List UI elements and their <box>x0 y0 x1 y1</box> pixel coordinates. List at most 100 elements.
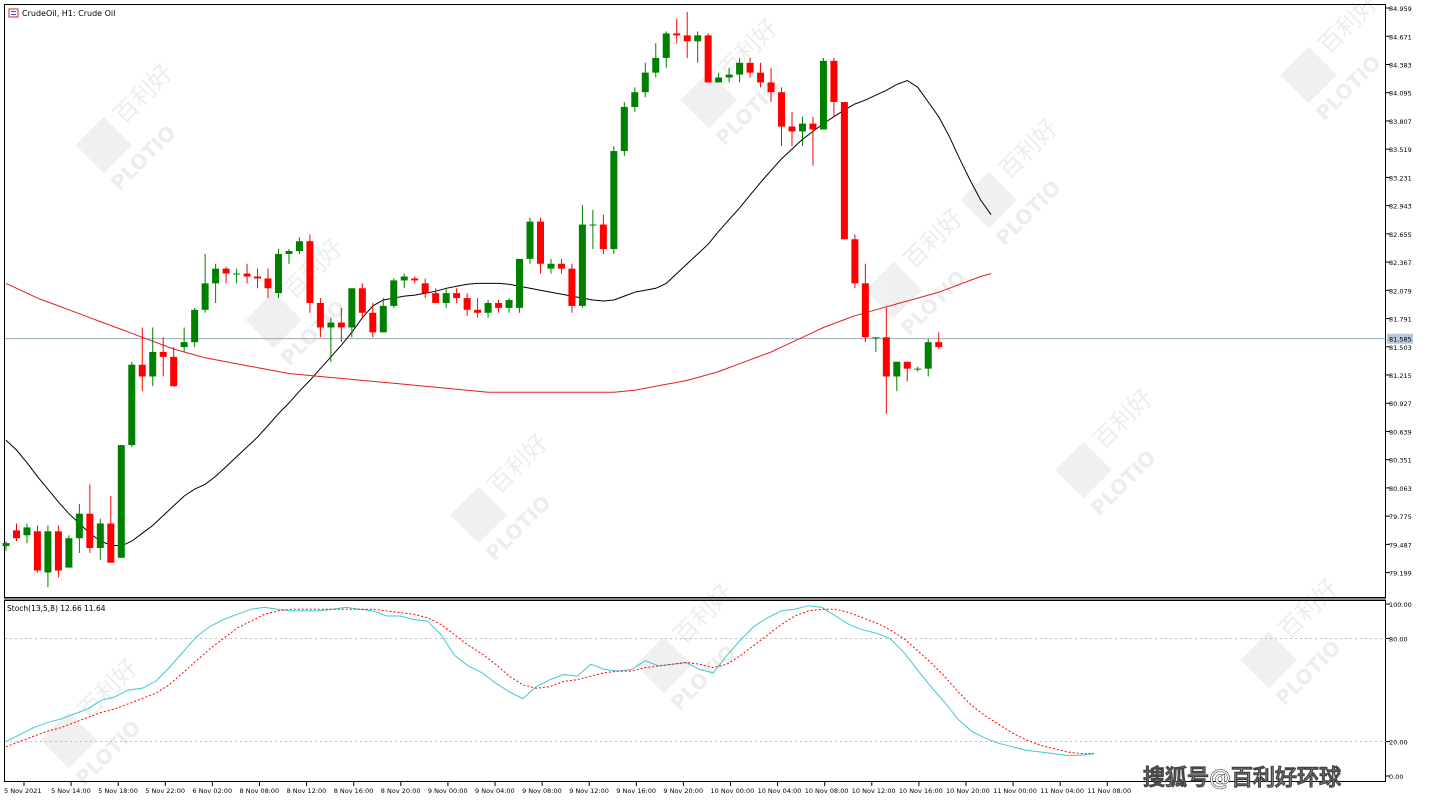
candle <box>75 503 83 553</box>
time-tick-label: 9 Nov 16:00 <box>616 787 656 795</box>
price-tick-label: 82.655 <box>1389 231 1412 239</box>
candle <box>746 57 754 78</box>
price-tick-label: 83.807 <box>1389 118 1412 126</box>
candle <box>914 366 922 372</box>
candle-body <box>683 35 691 42</box>
time-tick-label: 5 Nov 22:00 <box>145 787 185 795</box>
price-tick-label: 82.943 <box>1389 203 1412 211</box>
time-tick-label: 8 Nov 12:00 <box>287 787 327 795</box>
symbol-header[interactable]: CrudeOil, H1: Crude Oil <box>8 8 115 18</box>
candle <box>107 496 115 563</box>
candle <box>369 302 377 338</box>
candle <box>2 541 10 551</box>
candle-body <box>138 364 146 377</box>
candle <box>641 62 649 98</box>
candle <box>212 263 220 303</box>
candle-body <box>379 305 387 333</box>
candle-body <box>924 342 932 369</box>
candlesticks <box>2 11 943 588</box>
candle <box>442 288 450 308</box>
time-tick-label: 10 Nov 20:00 <box>946 787 990 795</box>
candle <box>337 307 345 343</box>
candle <box>65 535 73 568</box>
price-tick-label: 80.063 <box>1389 485 1412 493</box>
candle <box>935 332 943 350</box>
candle <box>736 57 744 83</box>
candle-body <box>736 62 744 75</box>
candle <box>872 337 880 352</box>
candle-body <box>516 258 524 308</box>
candle-body <box>725 74 733 78</box>
candle-body <box>882 337 890 377</box>
candle <box>725 67 733 83</box>
candle-body <box>620 106 628 152</box>
candle-body <box>694 35 702 42</box>
price-tick-label: 80.351 <box>1389 457 1412 465</box>
candle-body <box>757 72 765 83</box>
price-tick-label: 84.095 <box>1389 90 1412 98</box>
stoch-main-line <box>5 605 1095 756</box>
time-tick-label: 11 Nov 08:00 <box>1087 787 1131 795</box>
candle-body <box>2 543 10 547</box>
candle-body <box>547 263 555 269</box>
candle <box>348 288 356 338</box>
candle-body <box>390 280 398 306</box>
candle <box>180 327 188 352</box>
time-tick-label: 9 Nov 08:00 <box>522 787 562 795</box>
candle-body <box>337 322 345 328</box>
candle <box>631 87 639 112</box>
time-tick-label: 9 Nov 12:00 <box>569 787 609 795</box>
candle <box>54 525 62 578</box>
candle-body <box>327 322 335 328</box>
candle <box>201 253 209 313</box>
price-tick-label: 79.775 <box>1389 513 1412 521</box>
candle <box>400 273 408 289</box>
candle-body <box>201 283 209 310</box>
candle-body <box>180 342 188 348</box>
watermark-logo-mark <box>1280 46 1337 104</box>
candle-body <box>23 527 31 536</box>
price-tick-label: 80.639 <box>1389 428 1412 436</box>
price-tick-label: 82.079 <box>1389 287 1412 295</box>
symbol-title: CrudeOil, H1: Crude Oil <box>22 9 115 18</box>
candle <box>536 217 544 274</box>
oscillator-title: Stoch(13,5,8) 12.66 11.64 <box>7 604 106 613</box>
candle-body <box>474 309 482 313</box>
candle-body <box>589 224 597 226</box>
candle <box>505 298 513 313</box>
candle-body <box>233 273 241 275</box>
stochastic-lines <box>5 605 1386 756</box>
candle <box>233 268 241 284</box>
candle-body <box>914 368 922 370</box>
candle-body <box>788 126 796 132</box>
candle <box>295 237 303 254</box>
candle <box>798 116 806 147</box>
candle <box>191 307 199 348</box>
price-tick-label: 79.199 <box>1389 570 1412 578</box>
bid-price-label: 81.585 <box>1389 336 1412 344</box>
candle-body <box>149 351 157 377</box>
candle <box>683 11 691 58</box>
candle-body <box>662 33 670 58</box>
candle-body <box>631 92 639 107</box>
candle <box>33 525 41 573</box>
candle <box>421 278 429 299</box>
candle-body <box>159 351 167 357</box>
price-tick-label: 81.215 <box>1389 372 1412 380</box>
candle <box>44 525 52 588</box>
chart-menu-icon[interactable] <box>8 8 19 18</box>
candle <box>809 116 817 166</box>
price-tick-label: 82.367 <box>1389 259 1412 267</box>
price-tick-label: 80.927 <box>1389 400 1412 408</box>
candle <box>516 258 524 313</box>
candle <box>453 288 461 303</box>
candle <box>557 258 565 274</box>
candle-body <box>599 224 607 250</box>
stoch-tick-label: 20.00 <box>1389 739 1408 747</box>
candle <box>526 217 534 264</box>
candle <box>882 307 890 414</box>
candle <box>96 518 104 560</box>
candle <box>757 62 765 88</box>
main-pane-border <box>4 4 1386 598</box>
candle-body <box>526 221 534 259</box>
